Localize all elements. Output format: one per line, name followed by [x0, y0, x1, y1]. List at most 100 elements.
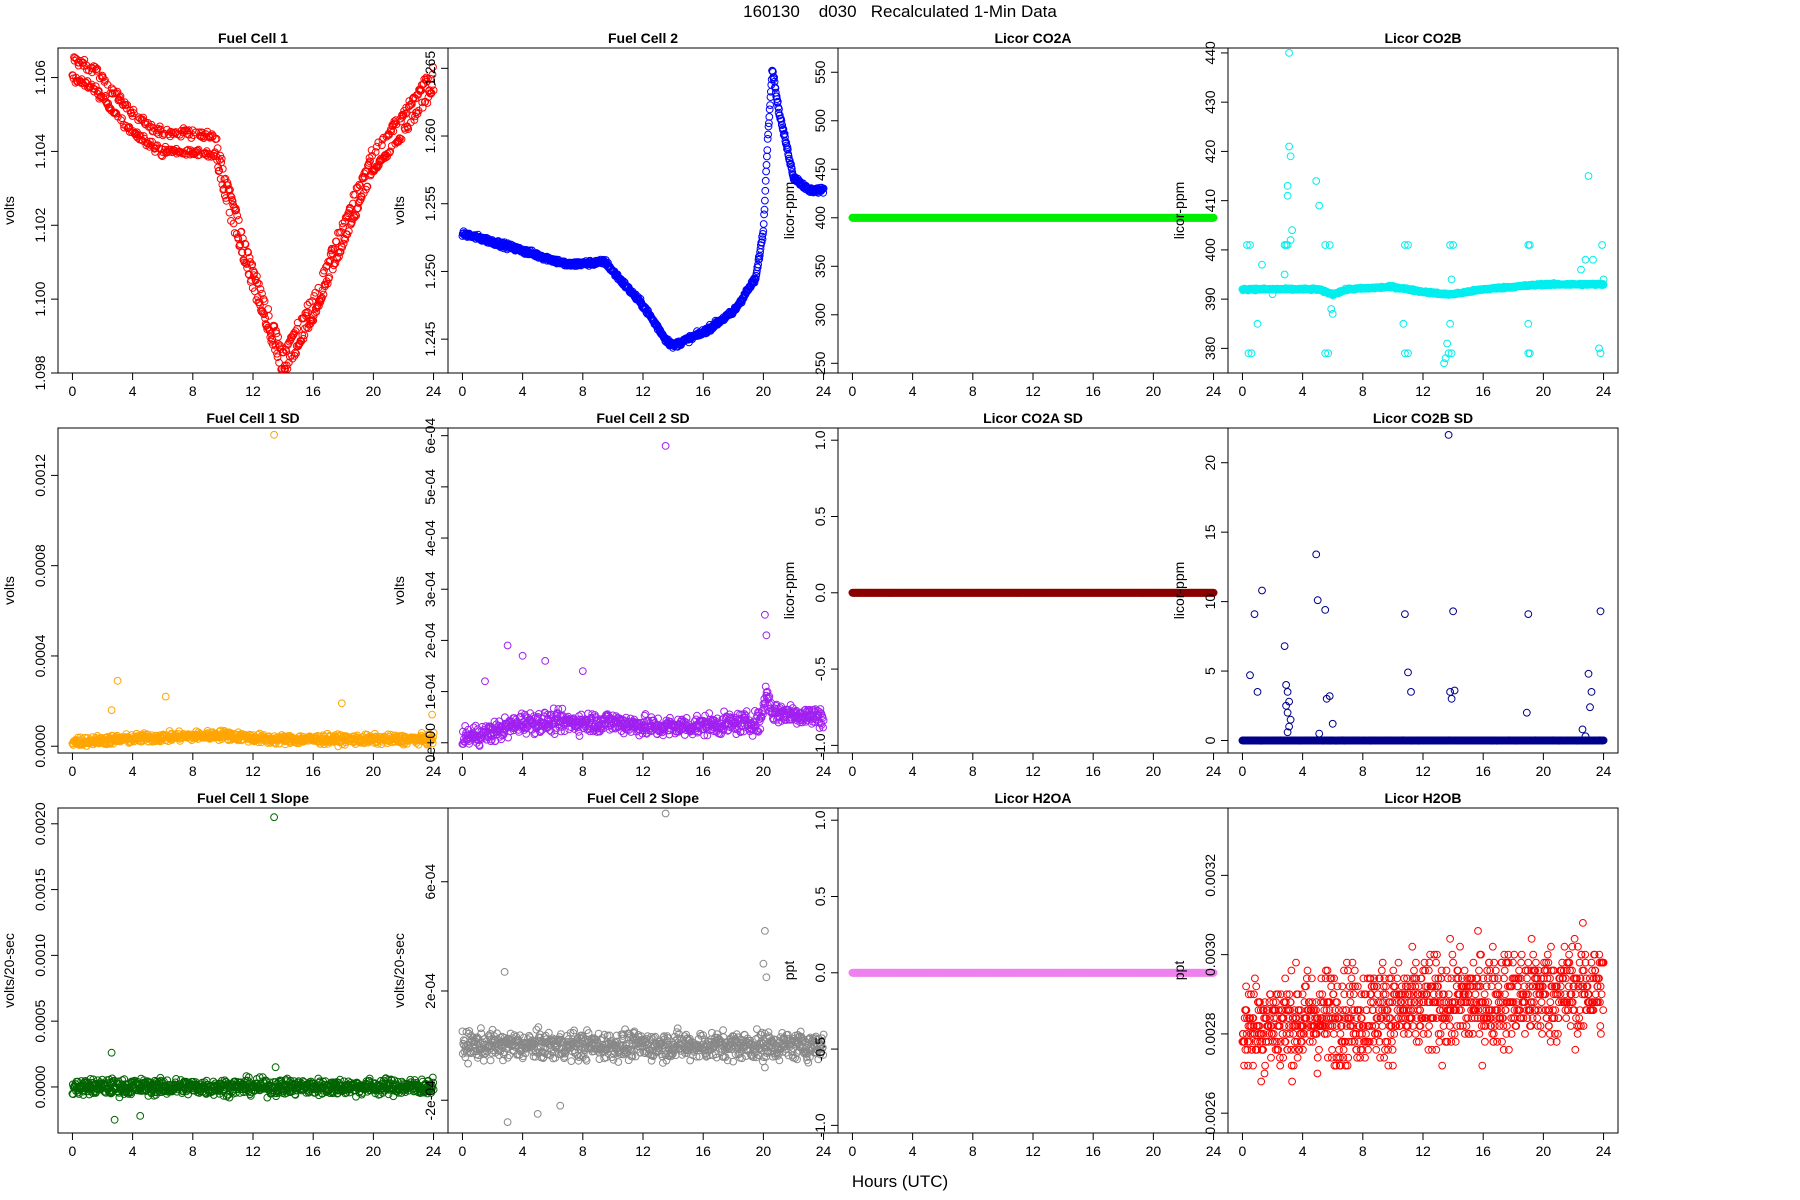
data-point: [1209, 213, 1218, 222]
y-tick-label: 1.100: [32, 281, 48, 316]
series-points: [68, 430, 438, 751]
data-point: [404, 125, 413, 133]
data-point: [760, 205, 769, 214]
x-tick-label: 4: [909, 383, 917, 399]
data-point: [204, 152, 213, 161]
data-point: [336, 248, 345, 256]
y-tick-label: 350: [812, 254, 828, 278]
panel-title: Licor CO2A: [994, 30, 1071, 46]
data-point: [354, 204, 363, 213]
data-point: [1599, 280, 1608, 289]
data-point: [335, 252, 343, 261]
data-point: [374, 161, 383, 170]
data-point: [304, 324, 313, 333]
x-tick-label: 4: [129, 383, 137, 399]
x-tick-label: 12: [635, 383, 651, 399]
data-point: [230, 203, 239, 212]
y-axis-label: volts: [1, 576, 17, 605]
data-point: [406, 101, 415, 110]
data-point: [1321, 241, 1330, 249]
data-point: [297, 337, 306, 346]
data-point: [355, 180, 364, 189]
data-point: [531, 729, 540, 737]
data-point: [293, 324, 302, 333]
data-point: [422, 73, 431, 82]
y-tick-label: 250: [812, 351, 828, 375]
data-point: [260, 297, 269, 306]
data-point: [766, 101, 774, 109]
data-point: [322, 262, 331, 271]
data-point: [99, 73, 107, 82]
data-point: [780, 129, 789, 138]
y-tick-label: 1.102: [32, 208, 48, 243]
y-tick-label: 0.0004: [32, 634, 48, 677]
data-point: [1577, 265, 1585, 274]
data-point: [314, 283, 323, 292]
data-point: [819, 184, 828, 193]
data-point: [1595, 344, 1603, 353]
data-point: [736, 727, 745, 736]
x-tick-label: 8: [969, 383, 977, 399]
data-point: [177, 126, 186, 135]
x-tick-label: 20: [1536, 383, 1552, 399]
data-point: [292, 349, 301, 358]
data-point: [246, 258, 255, 266]
data-point: [408, 100, 416, 108]
data-point: [1447, 349, 1456, 358]
data-point: [773, 97, 782, 106]
y-tick-label: 0.0000: [32, 725, 48, 768]
data-point: [338, 219, 347, 228]
data-point: [338, 243, 347, 252]
data-point: [337, 699, 346, 708]
data-point: [234, 216, 243, 224]
data-point: [1253, 319, 1262, 328]
y-axis-label: volts: [1, 196, 17, 225]
y-tick-label: 0.0012: [32, 454, 48, 497]
y-tick-label: 1.245: [422, 321, 438, 356]
y-tick-label: 440: [1202, 41, 1218, 65]
data-point: [755, 717, 764, 726]
data-point: [761, 196, 769, 205]
data-point: [120, 123, 128, 132]
data-point: [465, 739, 474, 748]
data-point: [1280, 270, 1289, 279]
data-point: [1404, 349, 1412, 358]
figure-title: 160130 d030 Recalculated 1-Min Data: [743, 2, 1057, 21]
data-point: [1444, 349, 1453, 358]
x-tick-label: 12: [245, 763, 261, 779]
x-tick-label: 20: [756, 383, 772, 399]
data-point: [244, 248, 253, 257]
data-point: [1401, 241, 1409, 249]
data-point: [429, 733, 438, 742]
data-point: [1268, 290, 1277, 299]
x-tick-label: 8: [189, 763, 197, 779]
x-tick-label: 24: [816, 763, 832, 779]
data-point: [782, 716, 790, 724]
series-points: [1238, 49, 1608, 368]
data-point: [761, 186, 770, 195]
series-points: [458, 442, 828, 750]
data-point: [1285, 142, 1293, 151]
x-tick-label: 0: [69, 763, 77, 779]
y-tick-label: 4e-04: [422, 520, 438, 556]
data-point: [763, 152, 771, 161]
data-point: [270, 322, 279, 330]
data-point: [817, 187, 825, 195]
plot-frame: [837, 47, 1229, 374]
data-point: [70, 53, 78, 61]
data-point: [516, 712, 525, 721]
data-point: [550, 730, 559, 738]
data-point: [266, 333, 275, 342]
y-tick-label: 1.260: [422, 118, 438, 153]
data-point: [1283, 182, 1292, 190]
data-point: [1584, 172, 1593, 180]
data-point: [391, 116, 400, 124]
x-tick-label: 16: [1085, 383, 1101, 399]
data-point: [429, 728, 438, 737]
y-tick-label: 420: [1202, 140, 1218, 164]
data-point: [1312, 177, 1321, 185]
data-point: [229, 219, 238, 228]
data-point: [429, 86, 438, 95]
data-point: [765, 113, 774, 121]
